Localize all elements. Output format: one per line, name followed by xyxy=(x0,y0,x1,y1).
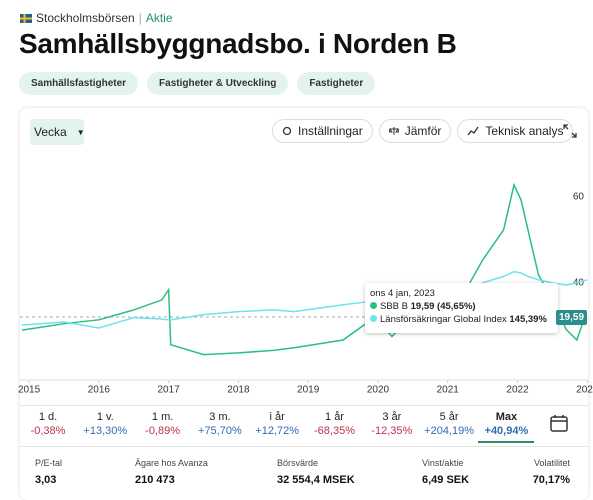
period-label: 5 år xyxy=(439,411,459,423)
tooltip-name: Länsförsäkringar Global Index xyxy=(380,314,507,325)
period-tab[interactable]: 3 år -12,35% xyxy=(364,411,420,437)
label: Inställningar xyxy=(298,124,363,138)
kind[interactable]: Aktie xyxy=(145,11,173,25)
x-tick-label: 2023 xyxy=(576,385,593,396)
tooltip: ons 4 jan, 2023 SBB B 19,59 (45,65%) Län… xyxy=(365,283,558,333)
period-change: -0,89% xyxy=(145,425,181,437)
period-label: 3 år xyxy=(382,411,402,423)
compare-button[interactable]: Jämför xyxy=(378,119,452,143)
period-label: 1 m. xyxy=(151,411,174,423)
market[interactable]: Stockholmsbörsen xyxy=(36,11,135,25)
period-tab[interactable]: 1 år -68,35% xyxy=(307,411,363,437)
tag-list: Samhällsfastigheter Fastigheter & Utveck… xyxy=(19,72,376,95)
interval: Vecka xyxy=(34,125,67,139)
stat-label: P/E-tal xyxy=(35,458,63,468)
calendar-icon[interactable] xyxy=(550,414,568,432)
period-change: -68,35% xyxy=(314,425,355,437)
label: Jämför xyxy=(404,124,442,138)
period-row: 1 d. -0,38% 1 v. +13,30% 1 m. -0,89% 3 m. +75,7… xyxy=(20,405,588,447)
x-tick-label: 2018 xyxy=(227,385,250,396)
x-tick-label: 2021 xyxy=(437,385,460,396)
tooltip-name: SBB B xyxy=(380,301,408,312)
period-change: +204,19% xyxy=(424,425,475,437)
stat-value: 210 473 xyxy=(135,474,175,486)
period-change: -0,38% xyxy=(30,425,66,437)
tooltip-value: 19,59 (45,65%) xyxy=(410,301,476,312)
interval-select[interactable]: Vecka ▼ xyxy=(30,119,85,145)
icon xyxy=(467,126,479,136)
stat-value: 3,03 xyxy=(35,474,57,486)
title: Samhällsbyggnadsbo. i Norden B xyxy=(19,28,457,59)
expand-icon[interactable] xyxy=(563,124,577,138)
period-change: -12,35% xyxy=(371,425,413,437)
period-label: Max xyxy=(495,411,518,423)
x-tick-label: 2019 xyxy=(297,385,320,396)
analysis-button[interactable]: Teknisk analys xyxy=(457,119,574,143)
chart: 4060201520162017201820192020202120222023 xyxy=(18,182,593,396)
tooltip-date: ons 4 jan, 2023 xyxy=(370,288,435,299)
stat-label: Vinst/aktie xyxy=(422,458,464,468)
tag[interactable]: Samhällsfastigheter xyxy=(19,72,139,95)
price-label: 19,59 xyxy=(556,310,588,325)
period-tab[interactable]: 1 d. -0,38% xyxy=(20,411,76,437)
stat-label: Ägare hos Avanza xyxy=(135,458,208,468)
period-label: i år xyxy=(269,411,285,423)
stat: Börsvärde 32 554,4 MSEK xyxy=(277,458,355,486)
stat: Volatilitet 70,17% xyxy=(533,458,570,486)
x-tick-label: 2020 xyxy=(367,385,390,396)
period-tab[interactable]: 5 år +204,19% xyxy=(421,411,477,437)
period-label: 3 m. xyxy=(209,411,231,423)
tooltip-value: 145,39% xyxy=(509,314,547,325)
period-change: +75,70% xyxy=(198,425,242,437)
period-tab[interactable]: Max +40,94% xyxy=(478,411,535,443)
period-label: 1 år xyxy=(325,411,344,423)
tag[interactable]: Fastigheter xyxy=(297,72,376,95)
flag xyxy=(20,13,32,23)
period-change: +13,30% xyxy=(83,425,128,437)
stat: P/E-tal 3,03 xyxy=(35,458,62,486)
stat: Vinst/aktie 6,49 SEK xyxy=(422,458,469,486)
period-change: +40,94% xyxy=(484,425,529,437)
stat-label: Volatilitet xyxy=(533,458,570,468)
stat-value: 6,49 SEK xyxy=(422,474,470,486)
stat-value: 70,17% xyxy=(532,474,570,486)
period-tab[interactable]: 1 v. +13,30% xyxy=(77,411,133,437)
period-label: 1 v. xyxy=(96,411,114,423)
icon xyxy=(388,127,399,135)
x-tick-label: 2016 xyxy=(88,385,111,396)
x-tick-label: 2017 xyxy=(158,385,181,396)
label: Teknisk analys xyxy=(485,124,564,138)
stat-value: 32 554,4 MSEK xyxy=(277,474,355,486)
settings-button[interactable]: Inställningar xyxy=(272,119,373,143)
y-tick-label: 60 xyxy=(573,192,585,203)
breadcrumb: Stockholmsbörsen | Aktie xyxy=(20,11,173,25)
period-tab[interactable]: i år +12,72% xyxy=(249,411,305,437)
period-label: 1 d. xyxy=(38,411,58,423)
stat: Ägare hos Avanza 210 473 xyxy=(135,458,208,486)
period-tab[interactable]: 1 m. -0,89% xyxy=(135,411,191,437)
period-tab[interactable]: 3 m. +75,70% xyxy=(192,411,248,437)
stat-label: Börsvärde xyxy=(277,458,319,468)
tag[interactable]: Fastigheter & Utveckling xyxy=(147,72,289,95)
icon xyxy=(282,126,292,136)
period-change: +12,72% xyxy=(255,425,300,437)
x-tick-label: 2022 xyxy=(506,385,529,396)
x-tick-label: 2015 xyxy=(18,385,41,396)
toolbar: Inställningar Jämför Teknisk analys xyxy=(272,119,574,143)
